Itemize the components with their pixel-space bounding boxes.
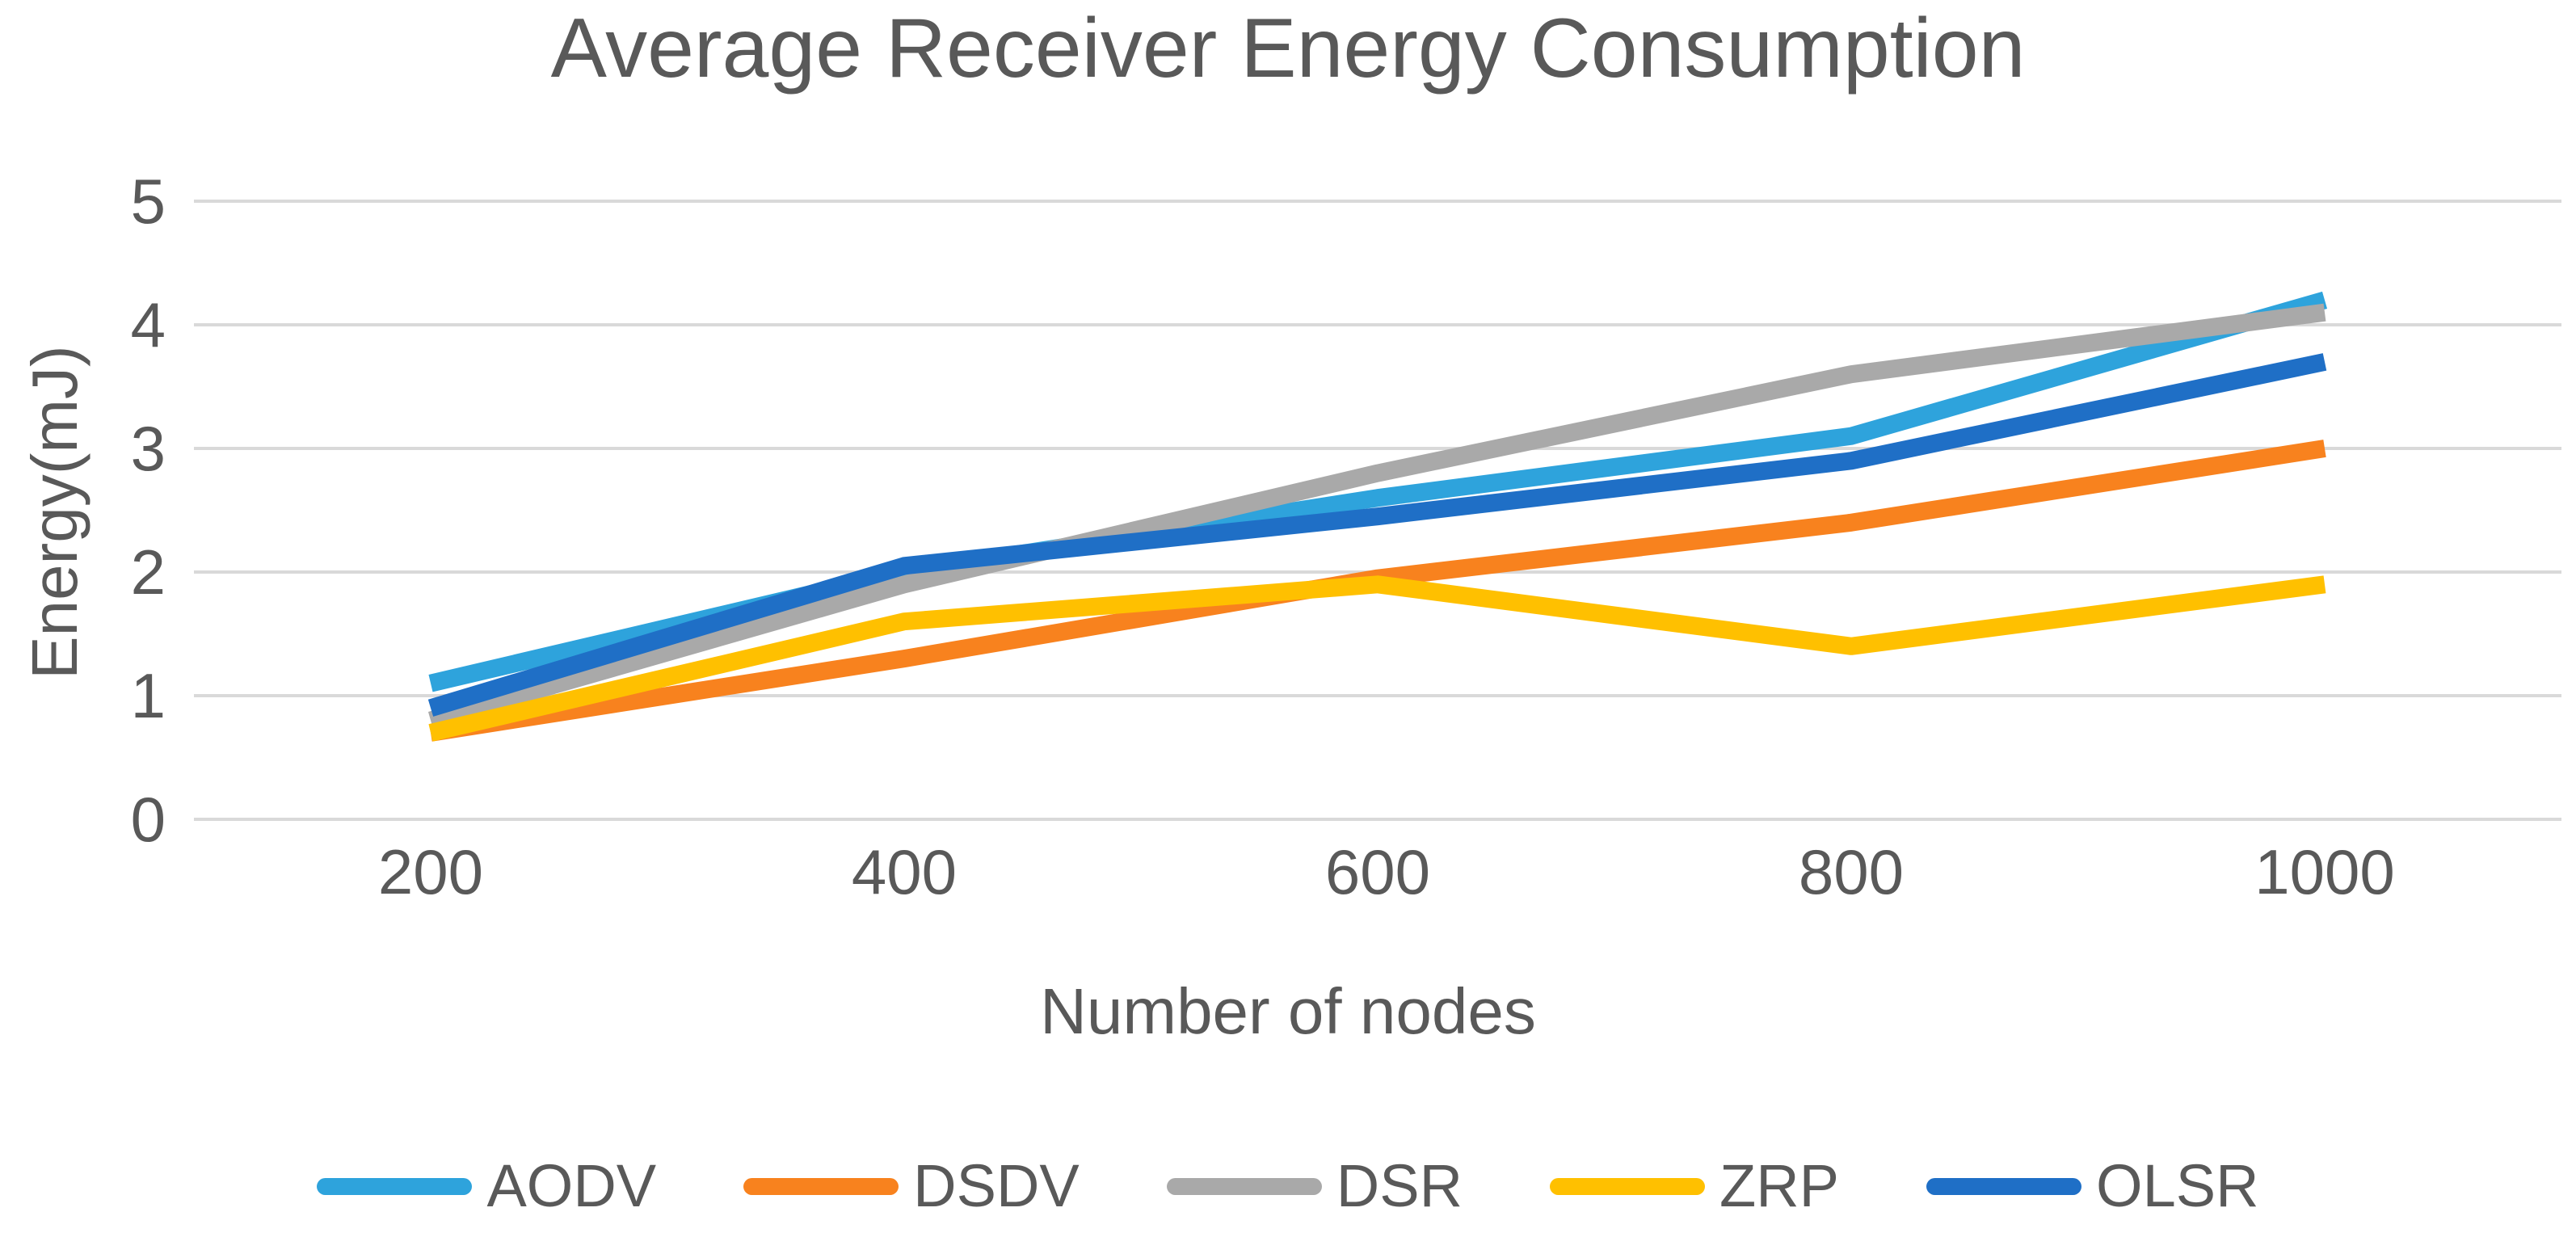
legend-swatch-dsdv (743, 1177, 899, 1195)
legend-label-dsr: DSR (1336, 1152, 1463, 1219)
legend-swatch-aodv (317, 1177, 473, 1195)
x-tick-label-200: 200 (377, 836, 484, 907)
series-line-olsr (427, 353, 2327, 717)
legend-label-olsr: OLSR (2096, 1152, 2259, 1219)
legend-label-dsdv: DSDV (913, 1152, 1080, 1219)
legend-item-dsdv: DSDV (743, 1156, 1080, 1216)
y-tick-label-5: 5 (130, 166, 166, 237)
legend-swatch-zrp (1550, 1177, 1706, 1195)
legend-item-dsr: DSR (1166, 1152, 1463, 1219)
legend-swatch-dsr (1166, 1177, 1322, 1195)
y-tick-label-1: 1 (130, 660, 166, 731)
y-tick-label-0: 0 (130, 784, 166, 855)
legend-swatch-olsr (1926, 1177, 2082, 1195)
chart-plot-area (194, 200, 2561, 821)
x-tick-label-400: 400 (851, 836, 958, 907)
legend-item-zrp: ZRP (1550, 1156, 1839, 1216)
legend-label-zrp: ZRP (1719, 1152, 1840, 1219)
x-axis-title: Number of nodes (1040, 975, 1536, 1047)
chart-legend: AODV DSDV DSR ZRP OLSR (0, 1152, 2576, 1220)
x-tick-label-1000: 1000 (2254, 836, 2395, 907)
series-line-dsr (427, 303, 2326, 730)
chart-title: Average Receiver Energy Consumption (550, 2, 2026, 95)
y-tick-label-4: 4 (130, 289, 166, 360)
y-tick-label-3: 3 (130, 413, 166, 484)
y-tick-label-2: 2 (130, 537, 166, 608)
legend-item-aodv: AODV (317, 1156, 656, 1216)
series-line-zrp (428, 575, 2326, 742)
x-tick-label-800: 800 (1798, 836, 1905, 907)
legend-label-aodv: AODV (486, 1152, 657, 1219)
legend-item-olsr: OLSR (1926, 1156, 2259, 1216)
x-tick-label-600: 600 (1324, 836, 1431, 907)
